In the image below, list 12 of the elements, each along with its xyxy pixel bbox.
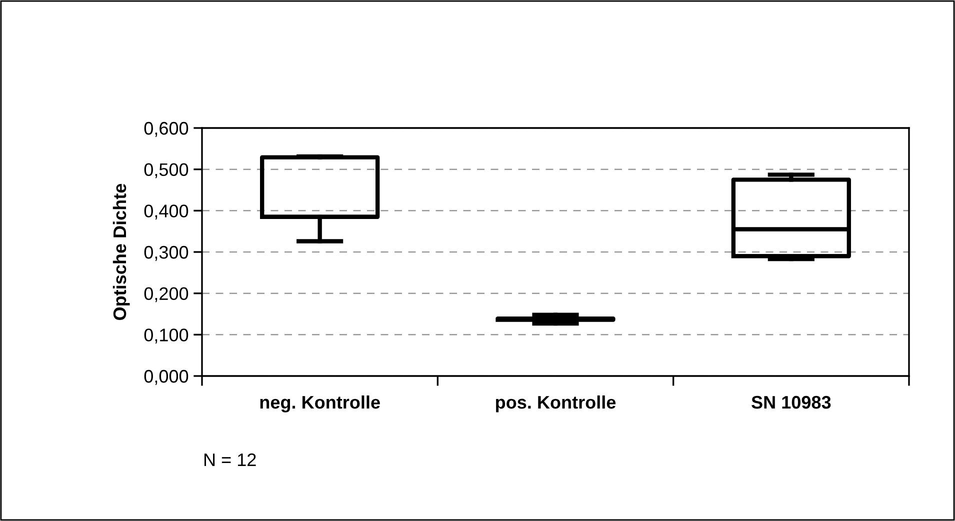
y-axis-title: Optische Dichte <box>112 184 130 320</box>
y-tick-label: 0,500 <box>144 163 188 178</box>
y-tick-label: 0,100 <box>144 328 188 344</box>
y-tick-label: 0,000 <box>144 370 188 385</box>
y-tick-label: 0,600 <box>144 122 188 137</box>
x-tick-label: pos. Kontrolle <box>496 395 616 412</box>
text: N = 12 <box>204 453 256 466</box>
y-tick-label: 0,300 <box>144 246 188 261</box>
x-tick-label: SN 10983 <box>752 396 831 409</box>
y-tick-label: 0,200 <box>144 287 188 302</box>
x-tick-label: neg. Kontrolle <box>260 395 380 412</box>
y-tick-label: 0,400 <box>144 204 188 220</box>
